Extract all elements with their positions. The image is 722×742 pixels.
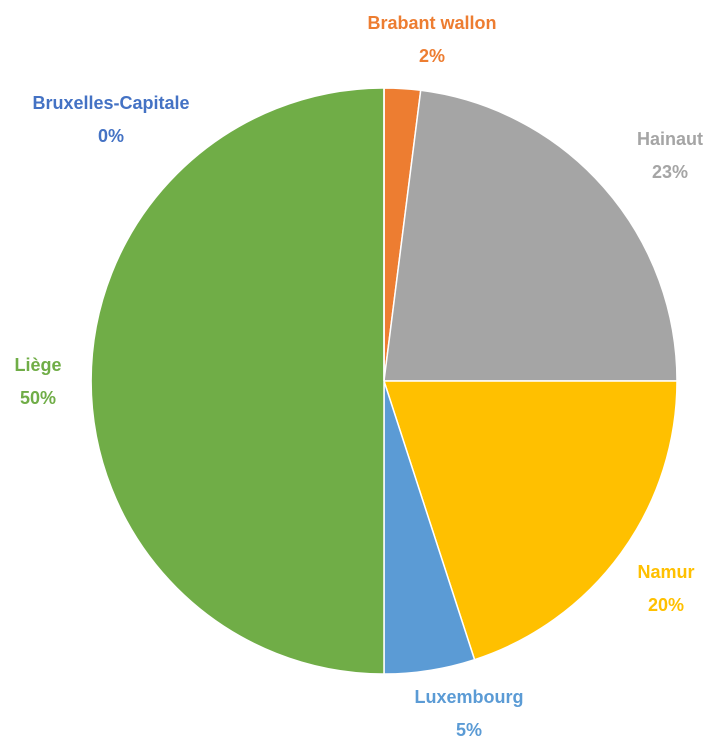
pie-slice bbox=[90, 87, 385, 675]
slice-label: Luxembourg bbox=[414, 687, 523, 707]
slice-label: Bruxelles-Capitale bbox=[32, 93, 189, 113]
slice-label: Hainaut bbox=[637, 129, 703, 149]
slice-label: Brabant wallon bbox=[367, 13, 496, 33]
value-label: 0% bbox=[98, 126, 124, 146]
value-label: 20% bbox=[648, 595, 684, 615]
value-label: 2% bbox=[419, 46, 445, 66]
slice-label: Namur bbox=[637, 562, 694, 582]
value-label: 5% bbox=[456, 720, 482, 740]
pie-slice bbox=[382, 380, 678, 661]
value-label: 23% bbox=[652, 162, 688, 182]
value-label: 50% bbox=[20, 388, 56, 408]
slice-label: Liège bbox=[14, 355, 61, 375]
pie-slice bbox=[383, 89, 678, 382]
